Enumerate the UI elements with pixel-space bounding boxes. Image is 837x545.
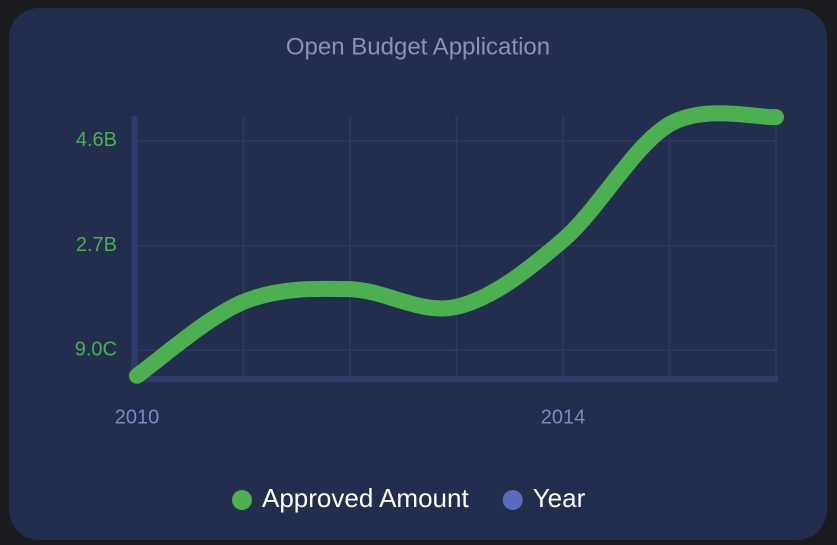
x-tick-label: 2010 [115, 406, 160, 428]
y-tick-label: 2.7B [76, 234, 117, 256]
legend-label: Year [533, 483, 586, 513]
legend-label: Approved Amount [262, 483, 469, 513]
legend-swatch [502, 490, 523, 510]
chart-title: Open Budget Application [286, 33, 550, 60]
y-tick-label: 4.6B [76, 129, 117, 151]
x-tick-label: 2014 [541, 406, 586, 428]
y-tick-label: 9.0C [75, 339, 117, 361]
data-line [129, 105, 784, 384]
legend-swatch [232, 490, 252, 510]
